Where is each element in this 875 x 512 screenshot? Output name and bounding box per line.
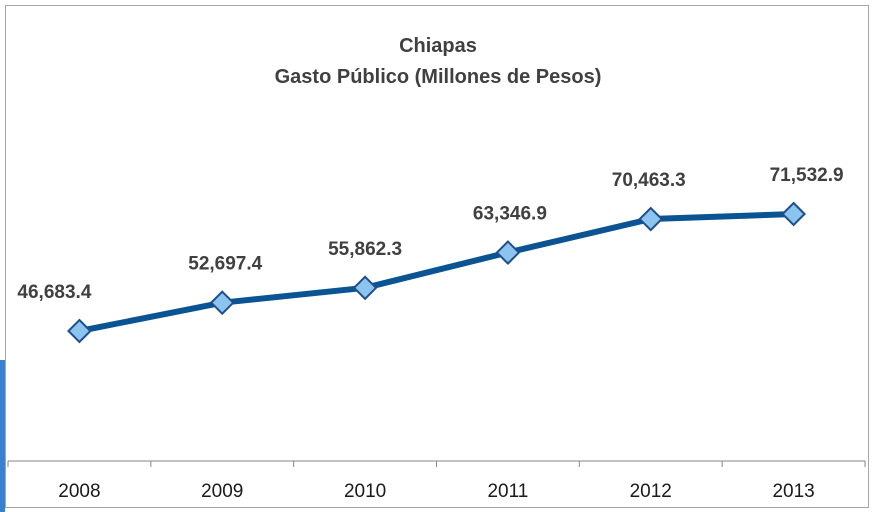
x-axis: 2008 2009 2010 2011 2012 2013 — [7, 460, 866, 502]
data-point-2013 — [781, 201, 806, 227]
data-label-2008: 46,683.4 — [17, 282, 91, 303]
data-point-2010 — [352, 275, 378, 301]
data-label-2013: 71,532.9 — [770, 165, 844, 186]
data-point-2012 — [638, 206, 664, 232]
x-tick-label-2011: 2011 — [487, 481, 528, 502]
data-point-2008 — [67, 318, 92, 344]
series-line — [76, 211, 797, 334]
data-point-2011 — [495, 240, 521, 265]
x-tick-label-2012: 2012 — [630, 481, 672, 502]
series-gasto-publico — [67, 201, 806, 344]
x-tick-label-2010: 2010 — [344, 481, 386, 502]
data-label-2010: 55,862.3 — [328, 239, 402, 260]
left-edge-accent — [0, 360, 5, 512]
data-point-2009 — [209, 290, 235, 316]
data-label-2011: 63,346.9 — [473, 204, 547, 225]
chart-subtitle: Gasto Público (Millones de Pesos) — [275, 66, 602, 88]
chart-title: Chiapas — [399, 35, 477, 57]
data-labels: 46,683.4 52,697.4 55,862.3 63,346.9 70,463.3… — [17, 165, 843, 303]
x-tick-label-2013: 2013 — [772, 481, 814, 502]
x-tick-label-2008: 2008 — [58, 481, 100, 502]
chart-frame — [5, 5, 869, 508]
data-label-2012: 70,463.3 — [612, 170, 686, 191]
x-tick-label-2009: 2009 — [201, 481, 243, 502]
data-label-2009: 52,697.4 — [188, 254, 262, 275]
